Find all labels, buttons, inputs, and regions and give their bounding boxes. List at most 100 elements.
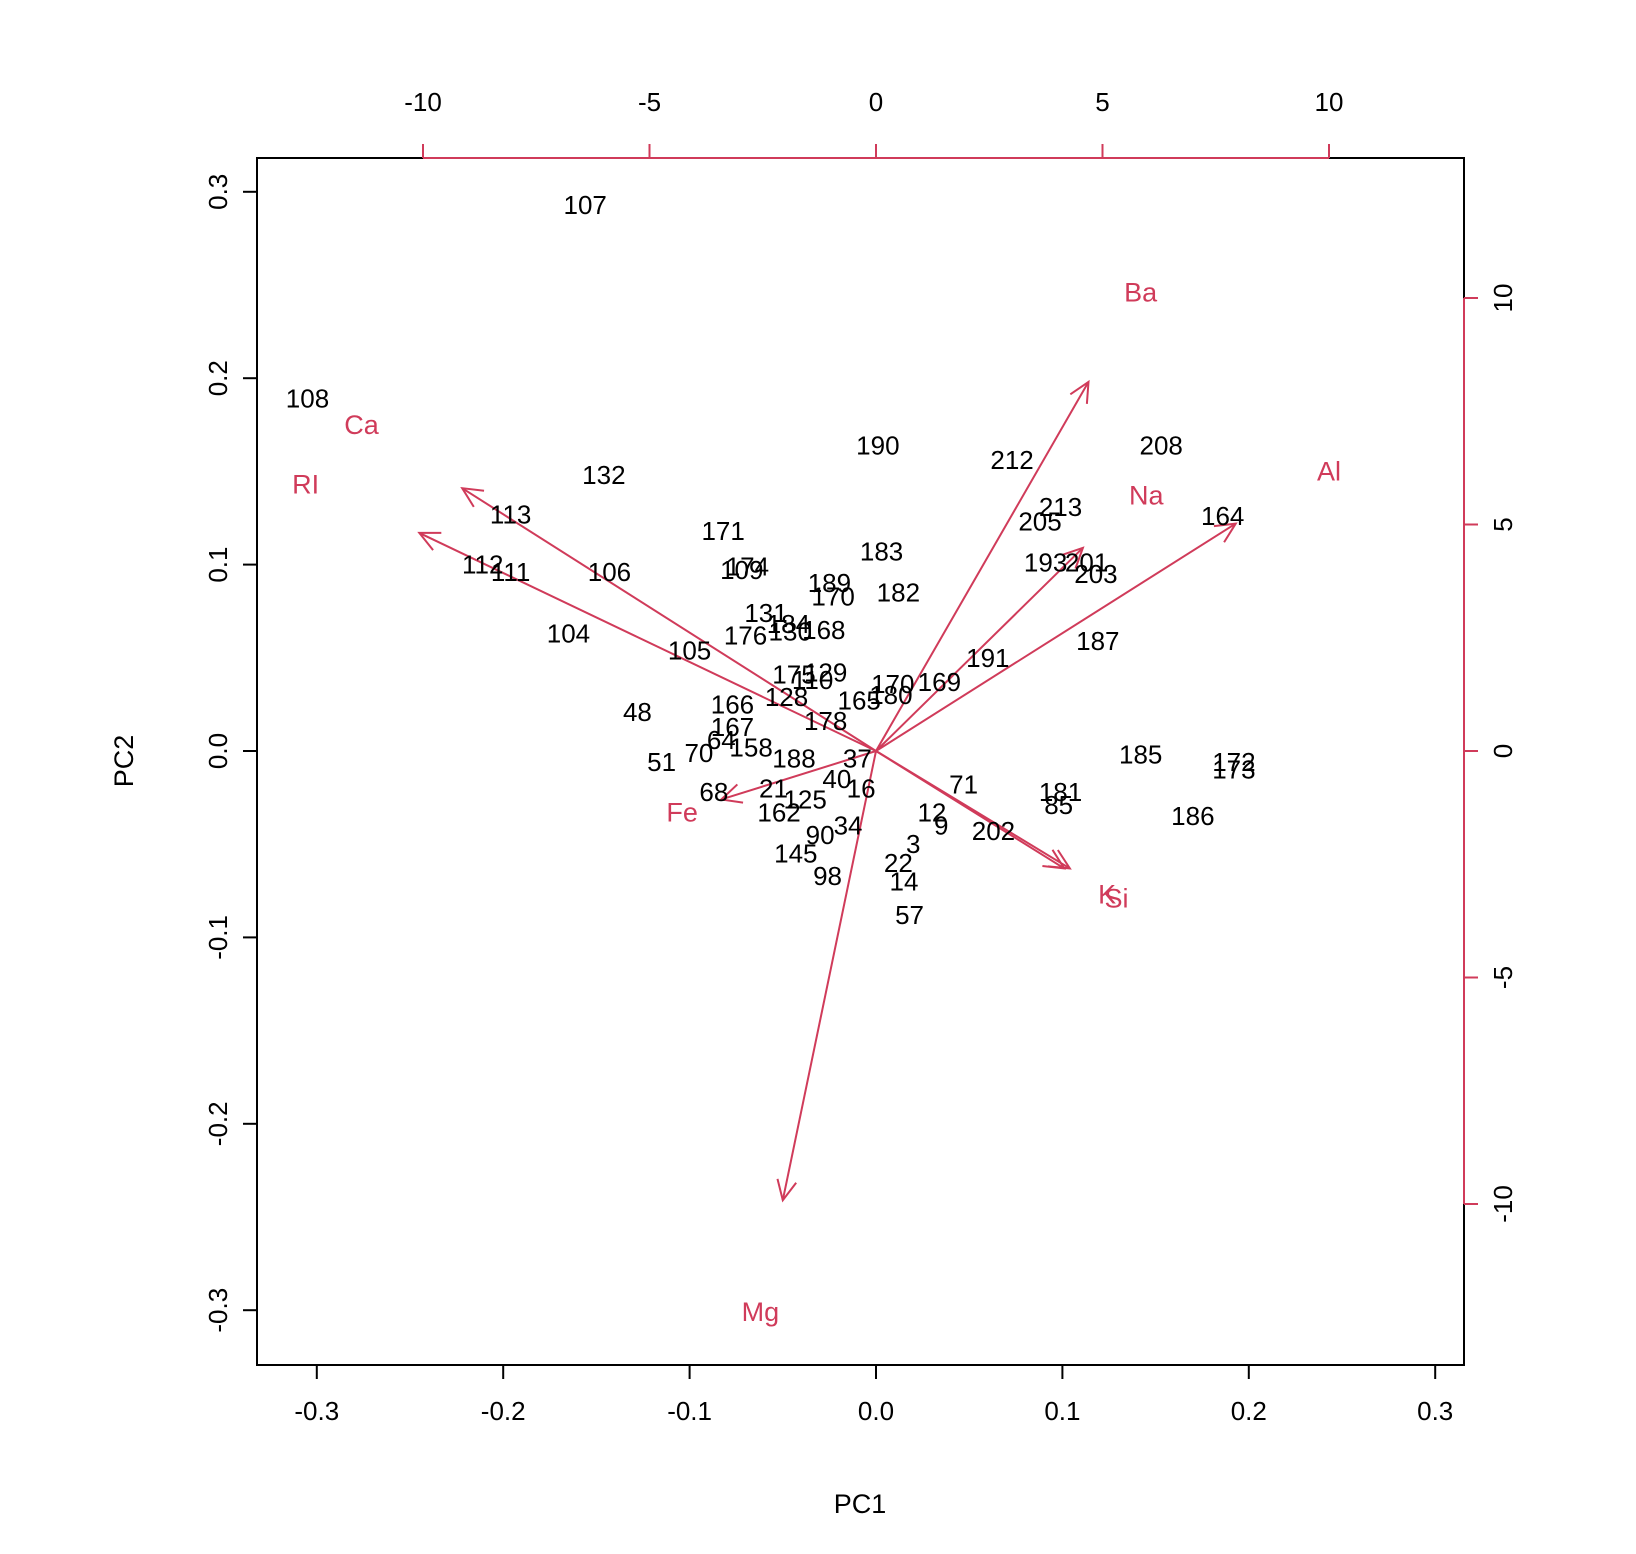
loading-label-fe: Fe [666,798,698,828]
x-tick-label: 0.0 [858,1396,894,1426]
observation-label: 181 [1039,777,1082,807]
observation-label: 37 [843,743,872,773]
right-tick-label: 0 [1488,744,1518,758]
observation-label: 169 [918,667,961,697]
observation-label: 174 [726,551,769,581]
arrowhead [1069,379,1090,404]
loading-label-si: Si [1104,883,1128,913]
observation-label: 171 [701,516,744,546]
arrowhead [1213,522,1238,543]
observation-label: 213 [1039,492,1082,522]
observation-label: 176 [724,620,767,650]
observation-label: 21 [759,773,788,803]
observation-label: 16 [847,773,876,803]
observation-label: 212 [990,445,1033,475]
loading-arrow-k [875,750,1065,870]
top-tick-label: 10 [1315,87,1344,117]
observation-label: 70 [684,738,713,768]
arrowhead [719,783,744,804]
observation-label: 128 [765,682,808,712]
observation-label: 185 [1119,740,1162,770]
observation-label: 48 [623,697,652,727]
observation-label: 129 [804,658,847,688]
loading-arrow-ca [461,487,877,752]
observation-label: 12 [917,798,946,828]
loading-arrow-mg [781,750,877,1201]
observation-label: 187 [1076,626,1119,656]
observation-label: 51 [647,747,676,777]
observation-label: 14 [889,866,918,896]
loading-label-al: Al [1317,456,1341,486]
observation-label: 166 [711,689,754,719]
bottom-axis: -0.3 -0.2 -0.1 0.0 0.1 0.2 0.3 [294,1364,1453,1426]
observation-label: 208 [1139,430,1182,460]
observation-label: 173 [1212,755,1255,785]
observation-label: 186 [1171,801,1214,831]
y-tick-label: 0.3 [203,174,233,210]
observation-label: 104 [547,619,590,649]
right-tick-label: 5 [1488,517,1518,531]
top-tick-label: 0 [869,87,883,117]
y-tick-label: -0.1 [203,915,233,960]
observation-label: 182 [877,578,920,608]
observation-label: 22 [884,848,913,878]
observation-label: 9 [934,811,948,841]
observation-label: 64 [707,725,736,755]
right-tick-label: 10 [1488,284,1518,313]
arrowhead [1061,546,1085,569]
observation-label: 205 [1018,507,1061,537]
loading-label-mg: Mg [742,1297,780,1327]
observation-label: 167 [711,712,754,742]
observation-label: 175 [772,660,815,690]
observation-label: 90 [806,820,835,850]
top-axis: -10 -5 0 5 10 [404,87,1344,159]
observation-label: 202 [972,816,1015,846]
observation-label: 34 [834,811,863,841]
y-tick-label: -0.3 [203,1288,233,1333]
observation-label: 68 [699,777,728,807]
observation-label: 108 [286,384,329,414]
loading-arrows: RI Ca Ba Na Al Fe Mg SiK [292,277,1341,1327]
observation-label: 170 [811,581,854,611]
observation-label: 98 [813,861,842,891]
observation-label: 172 [1212,747,1255,777]
observation-label: 178 [804,706,847,736]
loading-arrow-na [875,547,1084,752]
arrowhead [1042,849,1067,870]
loading-label-k: K [1098,880,1116,910]
observation-label: 164 [1201,501,1244,531]
observation-label: 130 [769,617,812,647]
arrowhead [460,486,485,508]
loading-label-na: Na [1129,481,1164,511]
top-tick-label: 5 [1095,87,1109,117]
observation-label: 105 [668,635,711,665]
x-tick-label: -0.1 [667,1396,712,1426]
observation-label: 131 [744,598,787,628]
observation-label: 107 [564,190,607,220]
observation-label: 112 [462,550,503,580]
observation-label: 189 [808,568,851,598]
left-axis: -0.3 -0.2 -0.1 0.0 0.1 0.2 0.3 [203,174,258,1333]
observation-label: 170 [871,669,914,699]
observation-label: 203 [1074,559,1117,589]
top-tick-label: -5 [638,87,661,117]
x-axis-title: PC1 [834,1489,887,1519]
arrowhead [417,531,442,551]
right-tick-label: -10 [1488,1185,1518,1223]
observation-label: 111 [491,557,531,587]
loading-label-ba: Ba [1124,277,1158,307]
observation-label: 110 [792,665,833,695]
observation-label: 158 [729,732,772,762]
observation-label: 71 [949,770,978,800]
x-tick-label: -0.2 [481,1396,526,1426]
observation-label: 125 [783,784,826,814]
x-tick-label: 0.3 [1417,1396,1453,1426]
loading-arrow-ba [875,381,1090,752]
observation-label: 184 [767,609,810,639]
loading-label-ri: RI [292,469,319,499]
observation-label: 57 [895,900,924,930]
observation-label: 191 [966,643,1009,673]
loading-arrow-al [875,522,1237,752]
